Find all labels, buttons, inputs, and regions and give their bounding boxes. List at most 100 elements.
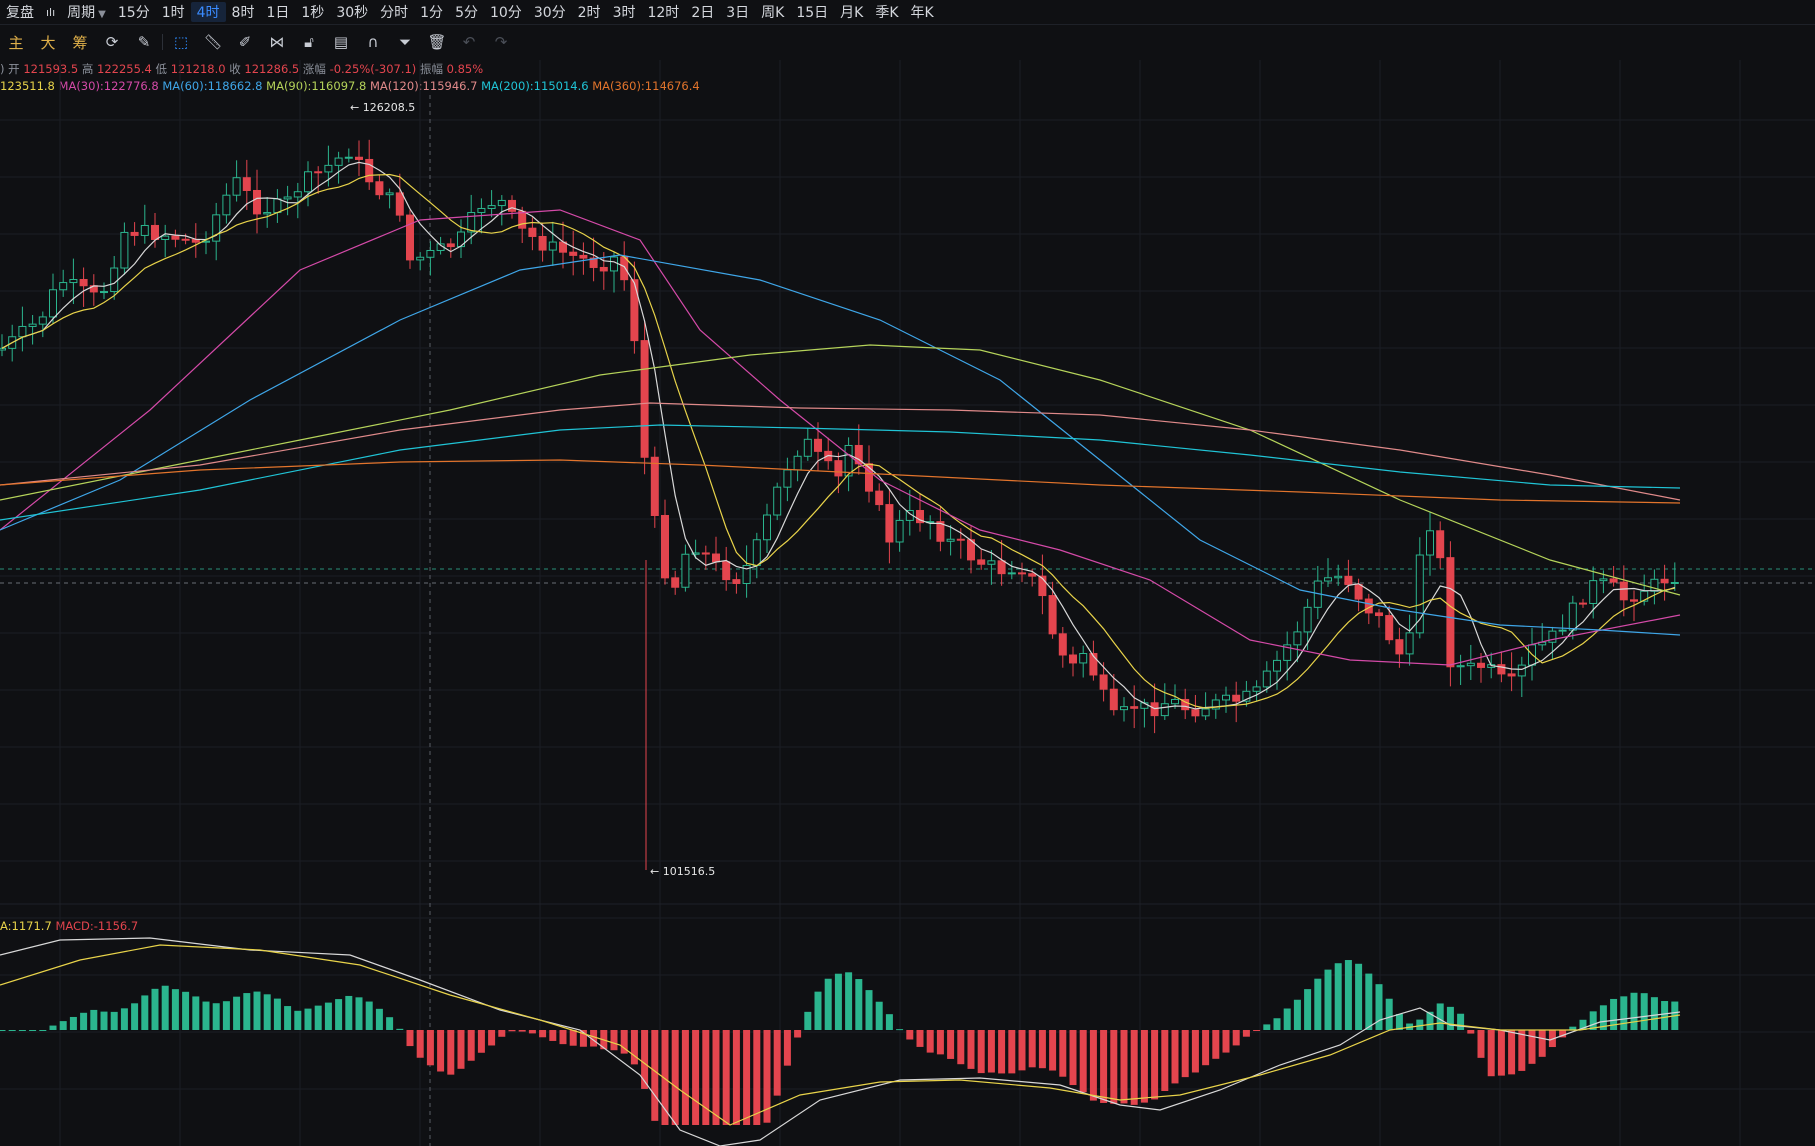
ruler-icon[interactable]: 📏︎ <box>203 33 223 51</box>
candle <box>59 269 68 297</box>
layout-icon[interactable]: ▤ <box>333 33 349 51</box>
macd-bar <box>641 1030 649 1089</box>
macd-bar <box>702 1030 710 1125</box>
macd-bar <box>355 997 363 1030</box>
macd-bar <box>630 1030 638 1065</box>
candle-body <box>1375 612 1383 617</box>
candle <box>967 526 975 574</box>
candle-body <box>1191 709 1200 717</box>
period-5[interactable]: 8时 <box>231 5 255 21</box>
candle <box>1058 627 1067 668</box>
brush-icon[interactable]: ✎ <box>137 33 151 51</box>
period-23[interactable]: 年K <box>910 5 934 21</box>
refresh-icon[interactable]: ⟳ <box>105 33 119 51</box>
period-0[interactable]: 复盘 <box>6 5 34 21</box>
pattern-icon[interactable]: ⋈ <box>269 33 285 51</box>
period-16[interactable]: 12时 <box>647 5 680 21</box>
period-15[interactable]: 3时 <box>612 5 636 21</box>
period-13[interactable]: 30分 <box>533 5 566 21</box>
period-7[interactable]: 1秒 <box>301 5 325 21</box>
trash-icon[interactable]: 🗑︎ <box>427 33 447 51</box>
candle-body <box>1018 572 1026 575</box>
period-14[interactable]: 2时 <box>577 5 601 21</box>
chart-type-icon[interactable]: ılı <box>46 5 56 19</box>
macd-bar <box>284 1006 292 1030</box>
select-icon[interactable]: ⬚ <box>173 33 189 51</box>
candle <box>1405 614 1414 666</box>
candle-body <box>1456 665 1465 668</box>
period-4[interactable]: 4时 <box>190 2 226 22</box>
macd-bar <box>763 1030 771 1123</box>
candle-body <box>161 235 170 240</box>
macd-bar <box>406 1030 414 1047</box>
period-8[interactable]: 30秒 <box>336 5 369 21</box>
period-17[interactable]: 2日 <box>691 5 715 21</box>
macd-dea-line <box>0 944 1681 1126</box>
macd-bar <box>161 985 169 1030</box>
macd-bar <box>1395 1014 1403 1030</box>
candle-body <box>1130 706 1139 709</box>
macd-bar <box>1059 1030 1067 1077</box>
period-10[interactable]: 1分 <box>420 5 444 21</box>
macd-bar <box>457 1030 465 1069</box>
period-20[interactable]: 15日 <box>796 5 829 21</box>
period-9[interactable]: 分时 <box>380 5 409 21</box>
period-2[interactable]: 15分 <box>117 5 150 21</box>
period-18[interactable]: 3日 <box>726 5 750 21</box>
candle <box>497 195 506 226</box>
big-indicator-button[interactable]: 大 <box>40 33 56 52</box>
redo-icon[interactable]: ↷ <box>494 33 508 51</box>
macd-bar <box>1355 963 1363 1030</box>
macd-bar <box>824 978 832 1030</box>
period-6[interactable]: 1日 <box>266 5 290 21</box>
candle-body <box>1109 688 1118 711</box>
candle <box>610 251 618 293</box>
period-21[interactable]: 月K <box>840 5 864 21</box>
candle-body <box>477 207 486 214</box>
macd-bar <box>345 995 353 1030</box>
period-1[interactable]: 周期 ▼ <box>67 5 106 21</box>
undo-icon[interactable]: ↶ <box>462 33 476 51</box>
macd-bar <box>90 1009 98 1030</box>
candle <box>1548 626 1557 660</box>
lock-icon[interactable]: 🔓︎ <box>304 33 314 51</box>
candle <box>671 570 680 595</box>
candle <box>395 173 404 222</box>
filter-icon[interactable]: ⏷ <box>398 33 411 51</box>
candle-body <box>253 189 261 215</box>
macd-bar <box>426 1030 434 1066</box>
macd-bar <box>396 1028 404 1030</box>
period-12[interactable]: 10分 <box>489 5 522 21</box>
candle <box>416 252 425 271</box>
chip-indicator-button[interactable]: 筹 <box>72 33 88 52</box>
macd-bar <box>947 1030 955 1059</box>
candle-body <box>1069 654 1077 664</box>
macd-bar <box>1191 1030 1199 1073</box>
candle <box>1303 598 1312 650</box>
candle-body <box>212 214 221 242</box>
candle <box>824 437 833 470</box>
period-22[interactable]: 季K <box>875 5 899 21</box>
candle-body <box>1242 690 1251 702</box>
macd-bar <box>18 1030 26 1031</box>
macd-bar <box>559 1030 567 1045</box>
macd-bar <box>885 1014 893 1030</box>
candle-body <box>1293 631 1302 646</box>
main-indicator-button[interactable]: 主 <box>8 33 24 52</box>
pen-icon[interactable]: ✐ <box>238 33 252 51</box>
candle-body <box>610 256 618 272</box>
macd-bar <box>39 1030 47 1031</box>
candle-body <box>987 560 996 565</box>
period-3[interactable]: 1时 <box>161 5 185 21</box>
candle-body <box>589 257 598 268</box>
magnet-icon[interactable]: ∩ <box>367 33 379 51</box>
macd-bar <box>1467 1030 1475 1034</box>
period-11[interactable]: 5分 <box>455 5 478 21</box>
macd-bar <box>1314 978 1322 1030</box>
macd-bar <box>855 979 863 1030</box>
macd-bar <box>1242 1030 1250 1037</box>
period-19[interactable]: 周K <box>761 5 785 21</box>
candle-body <box>956 538 965 541</box>
macd-bar <box>151 988 159 1030</box>
